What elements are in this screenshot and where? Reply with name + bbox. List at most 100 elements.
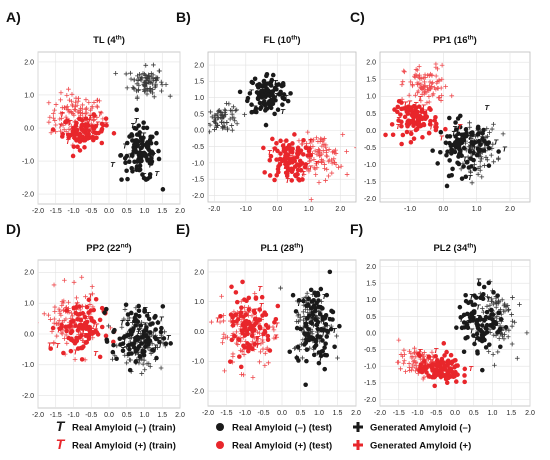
test-point — [413, 127, 419, 133]
test-point — [242, 319, 248, 325]
generated-point — [266, 360, 271, 366]
generated-point — [407, 348, 412, 354]
legend-item: Real Amyloid (–) (test) — [216, 422, 332, 433]
test-point — [322, 366, 328, 372]
test-point — [274, 82, 280, 88]
test-point — [138, 323, 144, 328]
generated-point — [467, 168, 473, 174]
test-point — [308, 335, 314, 340]
generated-point — [219, 119, 224, 125]
generated-point — [418, 98, 424, 104]
generated-point — [140, 361, 146, 367]
test-point — [145, 143, 151, 149]
test-point — [417, 353, 422, 359]
generated-point — [311, 165, 317, 171]
generated-point — [396, 337, 402, 343]
test-point — [481, 148, 487, 153]
test-point — [461, 145, 467, 151]
generated-point — [149, 75, 155, 81]
test-point — [246, 348, 251, 354]
generated-point — [415, 82, 420, 87]
legend-item: Real Amyloid (+) (test) — [216, 440, 332, 451]
x-tick-label: -1.0 — [240, 206, 252, 213]
test-point — [242, 332, 248, 338]
test-point — [462, 366, 468, 372]
test-point — [276, 91, 282, 97]
test-point — [496, 149, 501, 154]
test-point — [457, 124, 463, 130]
generated-point — [75, 98, 81, 104]
train-point: T — [418, 347, 424, 356]
train-point: T — [451, 129, 457, 138]
test-point — [266, 88, 271, 93]
test-point — [83, 333, 89, 338]
title-close: ) — [473, 243, 476, 254]
train-point: T — [476, 313, 482, 322]
train-point: T — [292, 155, 298, 164]
test-point — [313, 293, 319, 298]
test-point — [309, 320, 314, 326]
generated-point — [79, 274, 85, 280]
test-point — [492, 319, 498, 325]
test-point — [71, 144, 77, 149]
test-point — [459, 136, 464, 142]
x-tick-label: -0.5 — [85, 208, 97, 215]
generated-point — [64, 93, 70, 98]
x-tick-label: 0.5 — [122, 412, 132, 419]
train-point: T — [431, 363, 437, 372]
test-point — [278, 138, 283, 144]
test-point — [285, 98, 291, 104]
x-tick-label: -0.5 — [430, 410, 442, 417]
x-tick-label: 0.5 — [122, 208, 132, 215]
generated-point — [429, 349, 435, 355]
test-point — [125, 312, 131, 317]
test-point — [131, 344, 137, 350]
test-point — [134, 159, 140, 164]
generated-point — [252, 291, 258, 296]
generated-point — [58, 97, 63, 103]
test-point — [444, 152, 449, 158]
generated-point — [239, 372, 244, 377]
test-point — [461, 349, 467, 355]
train-point: T — [276, 158, 282, 167]
test-point — [480, 130, 485, 136]
x-tick-label: 2.0 — [525, 410, 535, 417]
test-point — [399, 106, 404, 112]
generated-point — [469, 180, 475, 186]
test-point — [301, 298, 306, 304]
x-tick-label: 0.5 — [296, 410, 306, 417]
test-point — [389, 122, 395, 127]
generated-point — [94, 103, 100, 109]
legend-item: T Real Amyloid (–) (train) — [56, 418, 176, 434]
test-point — [265, 337, 271, 342]
test-point — [138, 145, 144, 151]
test-point — [61, 350, 66, 356]
test-point — [227, 359, 233, 364]
test-point — [153, 313, 158, 319]
test-point — [99, 127, 104, 133]
test-point — [250, 80, 256, 86]
generated-point — [143, 83, 148, 89]
test-point — [82, 314, 88, 320]
test-point — [154, 355, 159, 361]
generated-point — [486, 349, 492, 354]
generated-point — [422, 72, 428, 78]
generated-point — [306, 168, 312, 174]
test-point — [73, 132, 78, 137]
x-tick-label: 0.0 — [272, 206, 282, 213]
generated-point — [262, 350, 268, 356]
generated-point — [420, 376, 426, 382]
test-point — [442, 353, 447, 358]
generated-point — [121, 316, 127, 322]
generated-point — [271, 327, 277, 333]
generated-point — [58, 312, 64, 318]
generated-point — [413, 365, 419, 371]
test-point — [79, 333, 84, 338]
test-point — [134, 107, 139, 113]
train-point: T — [423, 360, 429, 369]
test-point — [64, 308, 69, 313]
generated-point — [410, 359, 416, 365]
test-point — [144, 313, 150, 318]
x-tick-label: 0.0 — [104, 208, 114, 215]
